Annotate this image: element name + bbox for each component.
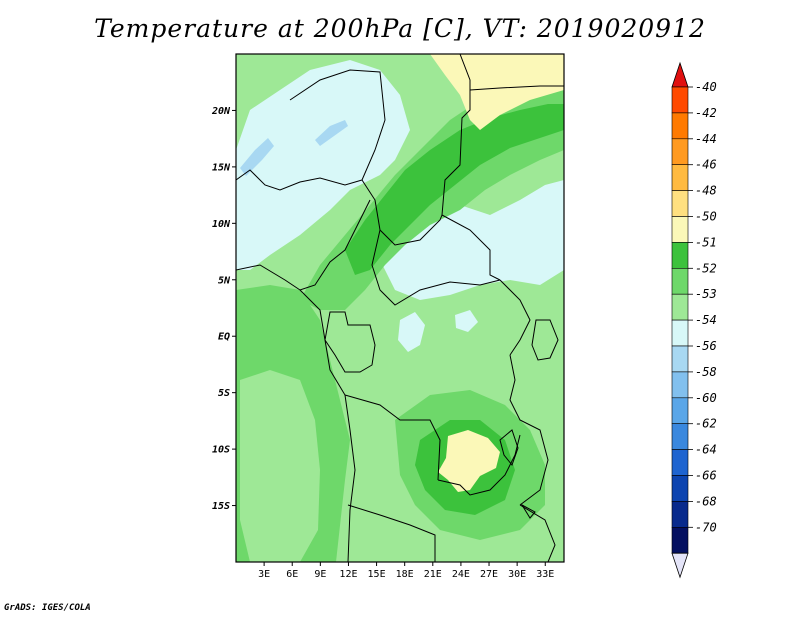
colorbar-label: -68 — [695, 494, 717, 508]
border-east-3 — [531, 319, 559, 361]
colorbar-segment — [671, 345, 689, 373]
y-tick-label: 5S — [218, 388, 230, 399]
border-north-1 — [236, 169, 363, 191]
x-tick-label: 24E — [452, 569, 470, 580]
colorbar-label: -58 — [695, 365, 717, 379]
colorbar-segment — [671, 216, 689, 243]
colorbar-segment — [671, 112, 689, 140]
border-east-2 — [519, 504, 556, 562]
border-lake-1 — [499, 429, 519, 467]
x-tick-label: 9E — [314, 569, 326, 580]
colorbar-label: -60 — [695, 391, 717, 405]
colorbar-segment — [671, 190, 689, 217]
colorbar-label: -66 — [695, 469, 717, 483]
border-central-1 — [361, 179, 443, 246]
field-cold-patch-1 — [398, 312, 425, 352]
colorbar-segment — [671, 86, 689, 114]
colorbar-label: -50 — [695, 210, 717, 224]
x-tick-label: 27E — [480, 569, 498, 580]
y-axis: 20N 15N 10N 5N EQ 5S 10S 15S — [211, 106, 236, 512]
border-north-3 — [441, 54, 471, 216]
colorbar-label: -54 — [695, 313, 717, 327]
border-central-3 — [441, 214, 501, 281]
field-warm-northeast — [430, 54, 564, 130]
x-tick-label: 6E — [286, 569, 298, 580]
colorbar-label: -42 — [695, 106, 717, 120]
border-gabon — [324, 311, 376, 373]
field-cold-streak-2 — [315, 120, 348, 146]
field-light-green-west — [240, 370, 320, 562]
colorbar-label: -44 — [695, 132, 717, 146]
y-tick-label: 5N — [218, 275, 231, 286]
field-dark-green-band — [345, 104, 564, 275]
colorbar-label: -46 — [695, 158, 717, 172]
border-west-1 — [236, 199, 371, 291]
field-cold-central — [380, 180, 564, 300]
colorbar-label: -70 — [695, 520, 717, 534]
colorbar-segment — [671, 242, 689, 269]
colorbar-segment — [671, 293, 689, 321]
field-cold-patch-2 — [455, 310, 478, 332]
colorbar-segment — [671, 371, 689, 399]
colorbar-segment — [671, 475, 689, 502]
colorbar-label: -62 — [695, 417, 717, 431]
x-tick-label: 21E — [424, 569, 442, 580]
colorbar-segment — [671, 397, 689, 424]
colorbar-segment — [671, 526, 689, 554]
colorbar-label: -51 — [695, 235, 717, 249]
field-cold-northwest — [236, 60, 410, 270]
x-tick-label: 12E — [339, 569, 357, 580]
border-central-4 — [499, 279, 531, 356]
colorbar-segment — [671, 449, 689, 476]
colorbar: -40 -42 -44 -46 -48 -50 -51 -52 -53 -54 -56 -58 -60 -… — [671, 61, 717, 579]
x-tick-label: 30E — [508, 569, 526, 580]
y-tick-label: EQ — [218, 332, 230, 343]
grads-credit: GrADS: IGES/COLA — [4, 603, 91, 613]
colorbar-segment — [671, 267, 689, 295]
colorbar-segment — [671, 164, 689, 191]
colorbar-label: -64 — [695, 443, 717, 457]
y-tick-label: 15N — [212, 162, 231, 173]
colorbar-top-cap — [671, 61, 689, 88]
y-tick-label: 20N — [211, 106, 231, 117]
colorbar-segment — [671, 319, 689, 347]
x-tick-label: 18E — [396, 569, 414, 580]
colorbar-bottom-cap — [671, 552, 689, 579]
border-north-4 — [469, 85, 564, 91]
colorbar-label: -52 — [695, 261, 717, 275]
colorbar-label: -53 — [695, 287, 717, 301]
x-tick-label: 3E — [258, 569, 270, 580]
chart-title: Temperature at 200hPa [C], VT: 201902091… — [94, 14, 706, 43]
colorbar-segment — [671, 138, 689, 166]
colorbar-label: -56 — [695, 339, 717, 353]
y-tick-label: 10N — [212, 219, 231, 230]
field-cold-streak-1 — [240, 138, 274, 176]
colorbar-label: -40 — [695, 80, 717, 94]
y-tick-label: 15S — [212, 501, 230, 512]
y-tick-label: 10S — [212, 445, 230, 456]
border-south-1 — [344, 394, 441, 481]
map-frame — [235, 53, 565, 563]
field-warm-south — [438, 430, 500, 492]
border-lake-2 — [520, 503, 536, 519]
colorbar-segment — [671, 501, 689, 528]
border-south-3 — [347, 504, 436, 562]
temperature-map — [236, 54, 564, 562]
colorbar-label: -48 — [695, 184, 717, 198]
x-tick-label: 15E — [368, 569, 386, 580]
border-east-1 — [509, 354, 549, 506]
border-north-2 — [289, 69, 386, 181]
x-axis: 3E 6E 9E 12E 15E 18E 21E 24E 27E 30E 33E — [258, 562, 554, 580]
x-tick-label: 33E — [536, 569, 554, 580]
colorbar-segment — [671, 423, 689, 450]
border-central-2 — [371, 229, 501, 306]
chart: 3E 6E 9E 12E 15E 18E 21E 24E 27E 30E 33E 20N 15N 10N… — [211, 53, 717, 580]
